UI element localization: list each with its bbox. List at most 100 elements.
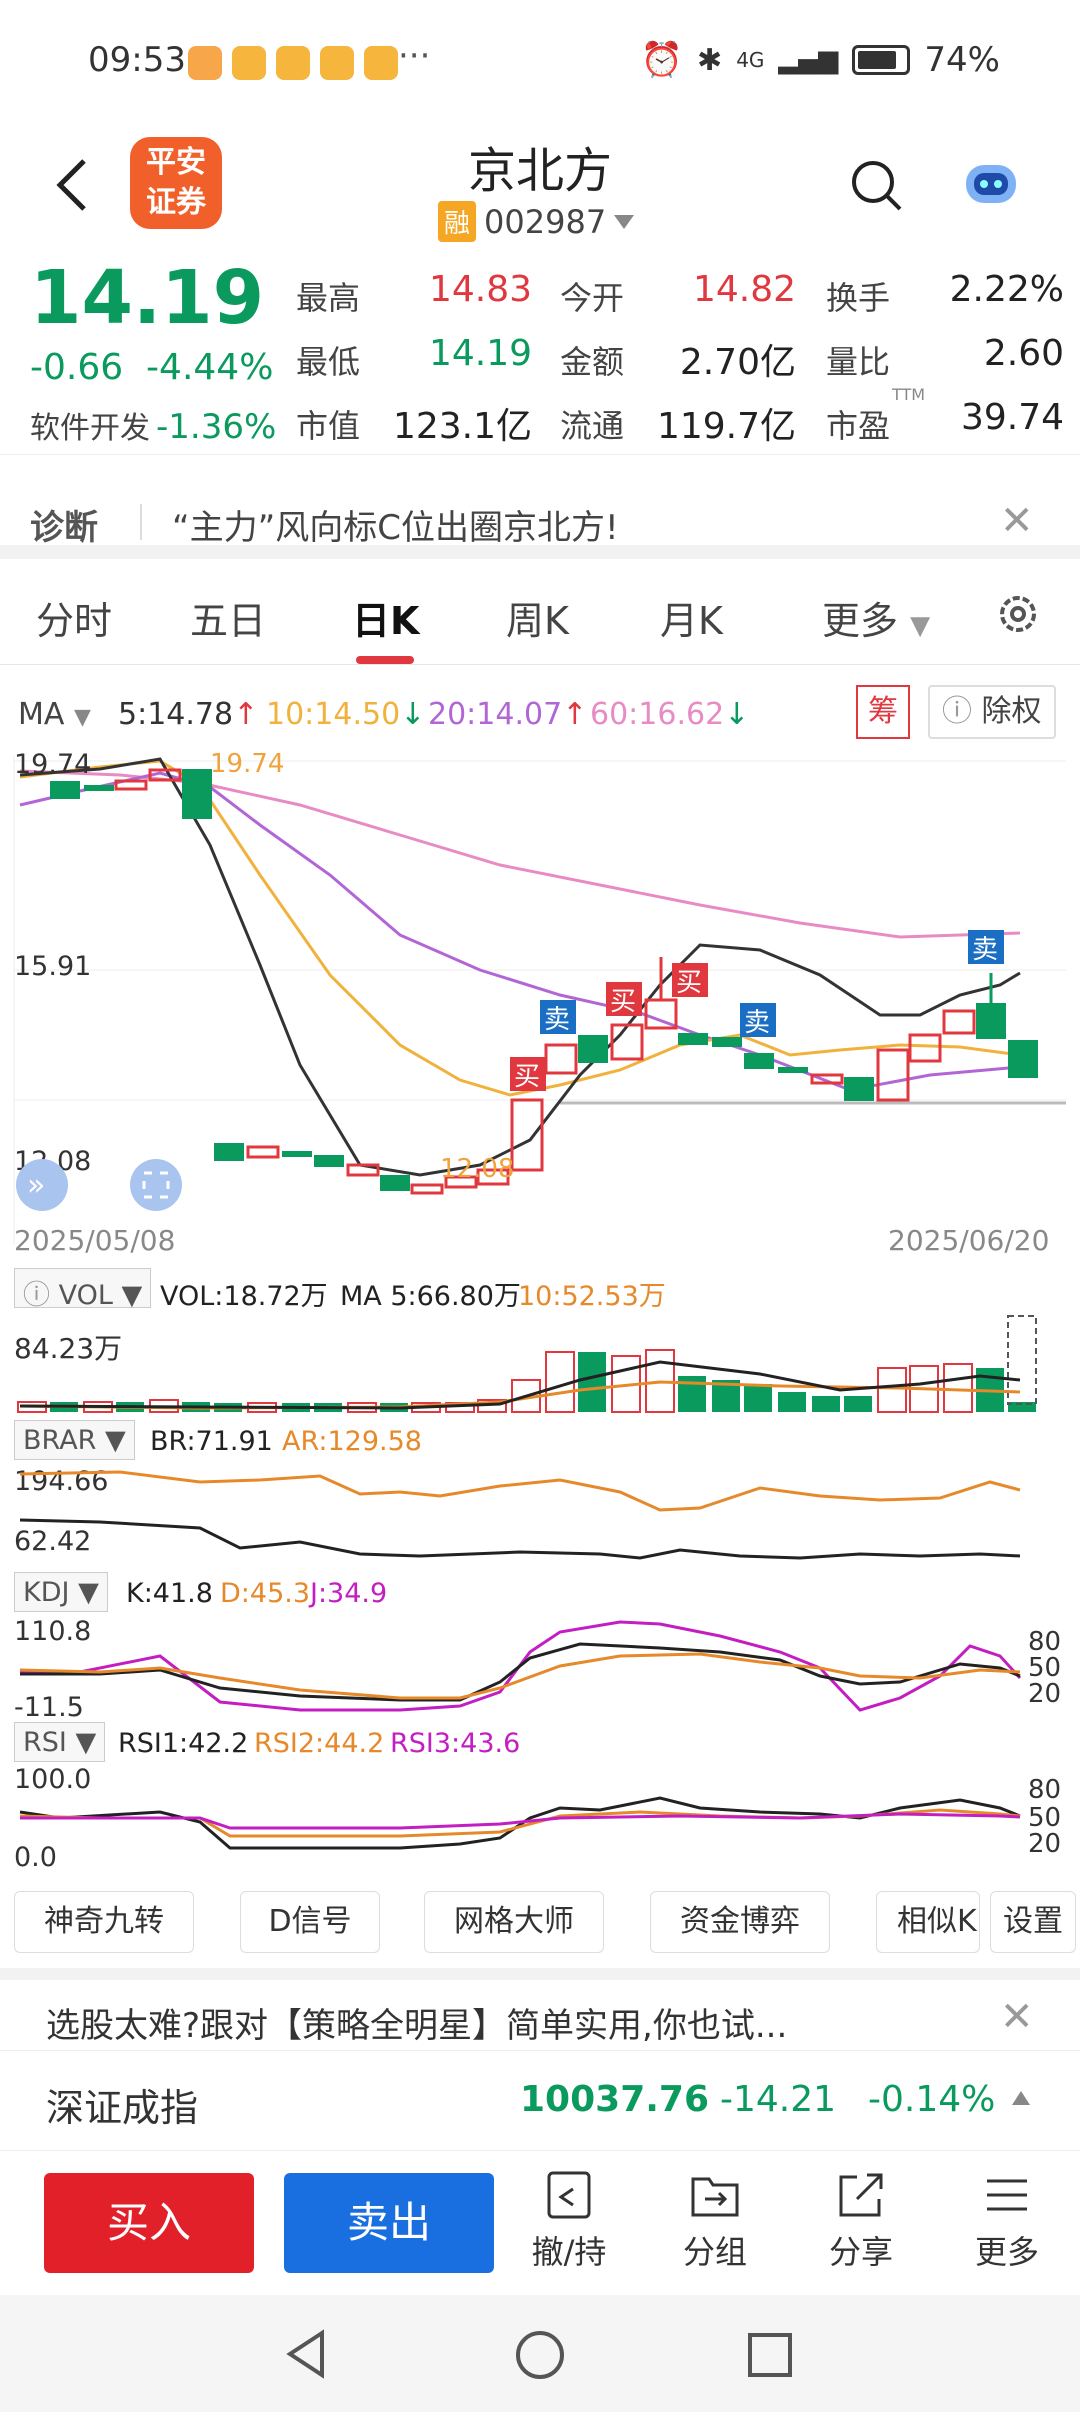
sector-change[interactable]: 软件开发 -1.36% <box>30 403 276 447</box>
expand-up-icon[interactable] <box>1012 2091 1030 2105</box>
kline-chart[interactable]: 买 卖 买 买 卖 卖 19.74 15.91 12.08 19.74 12.0… <box>0 745 1080 1265</box>
ex-right-button[interactable]: ⓘ 除权 <box>928 685 1056 739</box>
kdj-selector[interactable]: KDJ ▼ <box>14 1572 108 1612</box>
tab-weekly-k[interactable]: 周K <box>506 599 569 643</box>
sell-marker <box>540 1000 576 1034</box>
candle <box>476 1168 510 1186</box>
candles <box>50 768 1038 1195</box>
stock-code-selector[interactable]: 融 002987 <box>438 201 635 242</box>
tool-d-signal[interactable]: D信号 <box>240 1891 380 1953</box>
group-button[interactable]: 分组 <box>660 2169 770 2273</box>
broker-logo-line1: 平安 <box>146 145 206 180</box>
index-ticker[interactable]: 深证成指 10037.76 -14.21 -0.14% <box>0 2050 1080 2150</box>
back-icon[interactable] <box>44 155 104 215</box>
share-icon <box>839 2173 883 2217</box>
candle <box>380 1175 410 1191</box>
tool-grid-master[interactable]: 网格大师 <box>424 1891 604 1953</box>
rsi-name: RSI <box>23 1727 67 1758</box>
candle <box>148 768 182 782</box>
cancel-holdings-label: 撤/持 <box>531 2233 607 2271</box>
broker-logo-line2: 证券 <box>146 185 206 220</box>
candle <box>346 1163 380 1177</box>
rsi-right-label: 80 <box>1028 1775 1061 1805</box>
battery-percent: 74% <box>924 40 1000 80</box>
close-icon[interactable]: ✕ <box>1000 498 1034 544</box>
close-icon[interactable]: ✕ <box>1000 1994 1034 2040</box>
arrow-up-icon: ↑ <box>562 697 588 732</box>
nav-home-icon[interactable] <box>514 2329 566 2381</box>
tab-intraday[interactable]: 分时 <box>36 599 113 643</box>
fullscreen-icon[interactable] <box>130 1159 182 1211</box>
trade-actions: 买入 卖出 撤/持 分组 分享 更多 <box>0 2150 1080 2295</box>
candle <box>778 1067 808 1073</box>
float-cap-value: 119.7亿 <box>656 406 796 447</box>
tab-more[interactable]: 更多 ▼ <box>822 590 930 645</box>
volume-chart: 84.23万 <box>14 1315 1037 1413</box>
network-label: 4G <box>736 48 765 72</box>
candle <box>1008 1040 1038 1078</box>
diagnosis-banner[interactable]: 诊断 “主力”风向标C位出圈京北方! ✕ <box>0 470 1080 548</box>
tab-monthly-k[interactable]: 月K <box>660 599 723 643</box>
chevron-down-icon <box>614 214 635 229</box>
ma20-line <box>19 771 1021 1092</box>
buy-button[interactable]: 买入 <box>44 2173 254 2273</box>
rsi3-line <box>20 1812 1021 1830</box>
more-button[interactable]: 更多 <box>952 2169 1062 2273</box>
index-percent: -0.14% <box>868 2079 996 2120</box>
rsi3-value: RSI3:43.6 <box>390 1728 521 1759</box>
brar-selector[interactable]: BRAR ▼ <box>14 1420 135 1460</box>
buy-marker <box>606 982 642 1016</box>
rsi-header: RSI ▼ RSI1:42.2 RSI2:44.2 RSI3:43.6 <box>0 1722 1080 1764</box>
tab-five-day[interactable]: 五日 <box>190 599 267 643</box>
chevron-down-icon: ▼ <box>121 1280 143 1311</box>
volume-ratio-label: 量比 <box>826 343 891 381</box>
tool-settings[interactable]: 设置 <box>990 1891 1076 1953</box>
candle <box>214 1143 244 1161</box>
pe-label: 市盈 <box>826 407 891 445</box>
ma-selector[interactable]: MA ▼ <box>18 697 91 732</box>
quote-panel: 14.19 -0.66 -4.44% 软件开发 -1.36% 最高 14.83 今… <box>0 255 1080 455</box>
rsi-selector[interactable]: RSI ▼ <box>14 1722 106 1762</box>
ar-value: AR:129.58 <box>282 1426 422 1457</box>
d-line <box>19 1652 1021 1700</box>
tab-daily-k[interactable]: 日K <box>352 599 420 643</box>
nav-back-icon[interactable] <box>282 2329 332 2379</box>
nav-recents-icon[interactable] <box>746 2331 794 2379</box>
kdj-chart: 110.8 -11.5 80 50 20 <box>14 1616 1061 1720</box>
weibo-icon <box>320 46 354 80</box>
expand-sidebar-icon[interactable] <box>16 1159 68 1211</box>
candle <box>844 1077 874 1101</box>
high-annotation: 19.74 <box>210 749 284 779</box>
vol-selector[interactable]: ⓘ VOL ▼ <box>14 1268 152 1311</box>
low-annotation: 12.08 <box>440 1154 514 1184</box>
float-cap-label: 流通 <box>560 407 625 445</box>
weibo-icon <box>232 46 266 80</box>
info-icon: ⓘ <box>942 694 972 729</box>
ai-assistant-icon[interactable] <box>960 155 1022 211</box>
candle <box>114 779 148 791</box>
gear-icon[interactable] <box>994 590 1042 638</box>
tool-similar-k[interactable]: 相似K <box>876 1891 980 1953</box>
share-button[interactable]: 分享 <box>806 2169 916 2273</box>
status-right: ⏰ ✱ 4G ▂▄▆ 74% <box>641 40 1000 80</box>
search-icon[interactable] <box>848 157 904 213</box>
candle <box>444 1175 478 1189</box>
y-axis-label: 15.91 <box>14 951 91 982</box>
group-label: 分组 <box>682 2233 747 2271</box>
chips-button[interactable]: 筹 <box>856 685 910 739</box>
open-value: 14.82 <box>692 269 796 310</box>
sell-button[interactable]: 卖出 <box>284 2173 494 2273</box>
vol-ma5: MA 5:66.80万 <box>340 1281 521 1312</box>
tool-magic-nine[interactable]: 神奇九转 <box>14 1891 194 1953</box>
promo-banner[interactable]: 选股太难?跟对【策略全明星】简单实用,你也试... ✕ <box>0 1980 1080 2050</box>
app-notification-icon <box>188 46 222 80</box>
tool-fund-game[interactable]: 资金博弈 <box>650 1891 830 1953</box>
rsi-right-label: 20 <box>1028 1829 1061 1859</box>
rsi-chart: 100.0 0.0 80 50 20 <box>14 1764 1061 1870</box>
ma5-text: 5:14.78 <box>118 697 234 732</box>
cancel-holdings-button[interactable]: 撤/持 <box>514 2169 624 2273</box>
more-label: 更多 <box>974 2233 1039 2271</box>
ma20-text: 20:14.07 <box>428 697 563 732</box>
volume-bar <box>744 1384 772 1412</box>
buy-marker <box>672 963 708 997</box>
